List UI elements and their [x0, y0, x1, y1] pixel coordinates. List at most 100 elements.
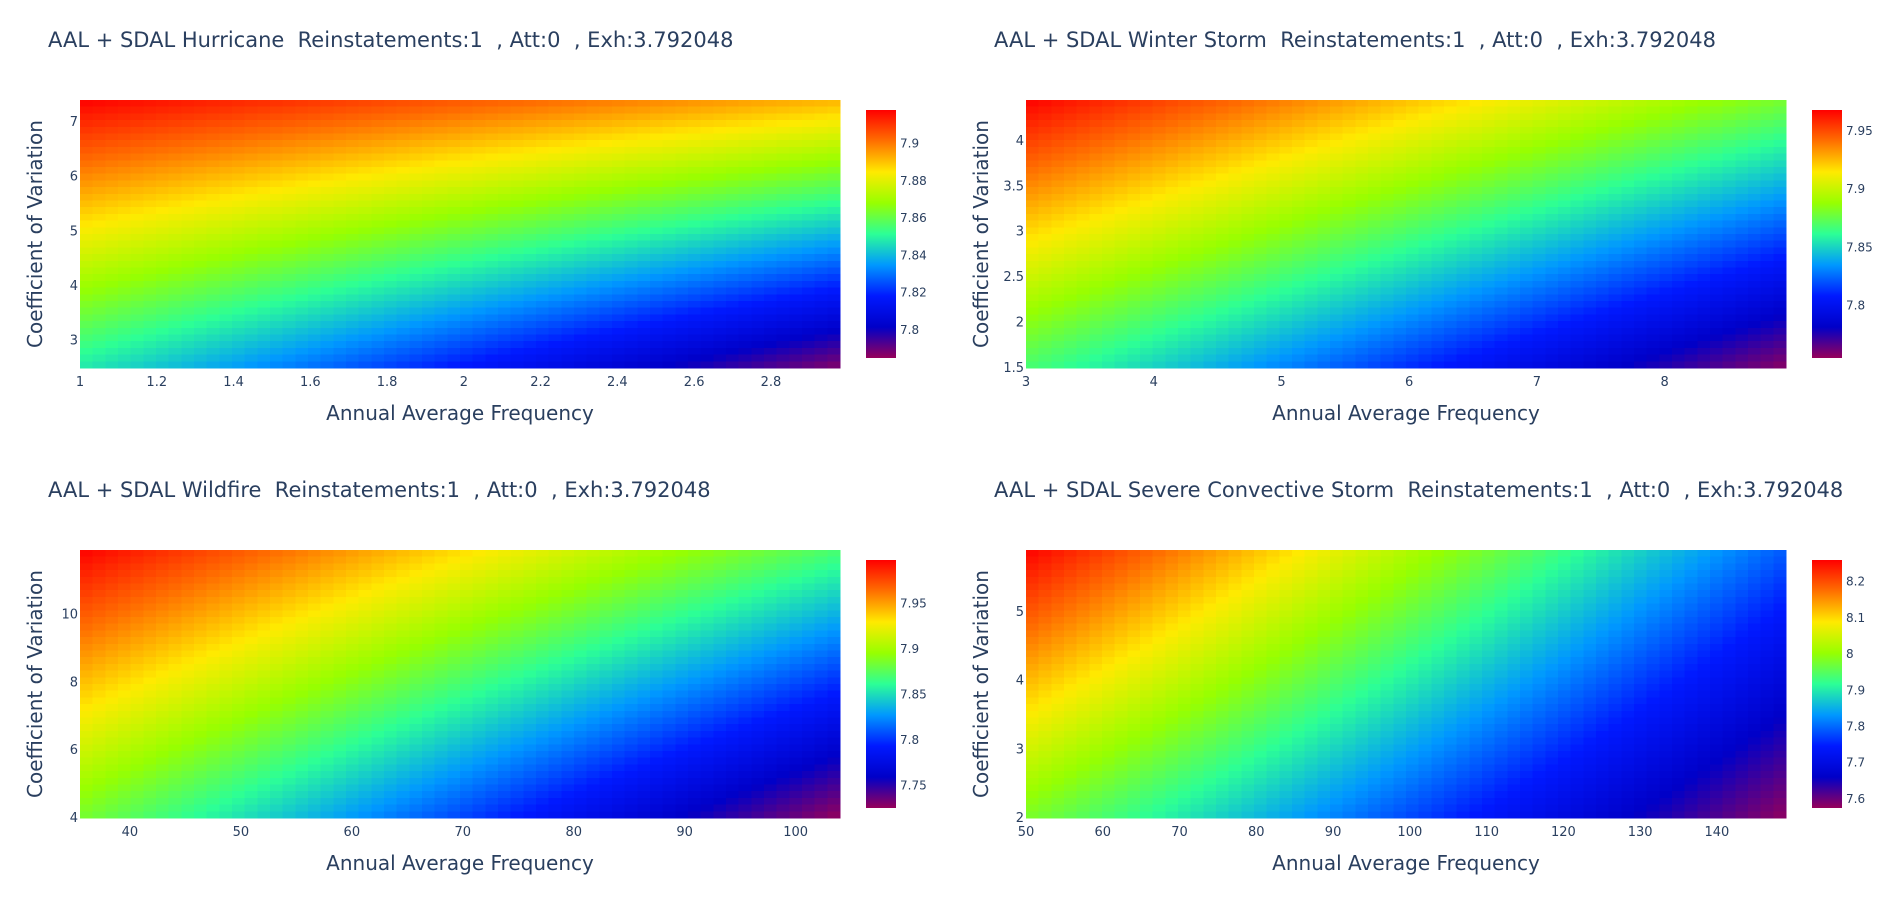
heatmap-cell	[1406, 173, 1420, 181]
heatmap-cell	[1570, 247, 1584, 255]
heatmap-cell	[1393, 140, 1407, 148]
heatmap-cell	[1355, 207, 1369, 215]
heatmap-cell	[1596, 180, 1610, 188]
heatmap-cell	[1190, 240, 1204, 248]
heatmap-cell	[422, 220, 436, 228]
heatmap-cell	[1178, 207, 1192, 215]
heatmap-cell	[282, 347, 296, 356]
heatmap-cell	[143, 260, 157, 269]
heatmap-cell	[257, 280, 271, 289]
heatmap-cell	[827, 301, 841, 309]
heatmap-cell	[1520, 220, 1534, 228]
heatmap-cell	[561, 361, 575, 369]
heatmap-cell	[1431, 234, 1445, 242]
heatmap-cell	[1038, 160, 1052, 168]
heatmap-cell	[1254, 334, 1268, 342]
heatmap-cell	[1672, 334, 1686, 342]
heatmap-cell	[320, 207, 334, 215]
heatmap-cell	[1431, 260, 1445, 269]
heatmap-cell	[422, 106, 436, 114]
heatmap-cell	[1254, 294, 1268, 302]
heatmap-cell	[1748, 234, 1762, 242]
heatmap-cell	[1064, 254, 1078, 262]
heatmap-cell	[612, 327, 626, 336]
heatmap-cell	[814, 280, 828, 289]
heatmap-cell	[1545, 160, 1559, 168]
heatmap-cell	[1051, 187, 1065, 195]
heatmap-cell	[1735, 247, 1749, 255]
heatmap-cell	[1697, 146, 1711, 155]
heatmap-cell	[295, 307, 309, 315]
heatmap-cell	[1545, 274, 1559, 282]
heatmap-cell	[384, 254, 398, 262]
heatmap-cell	[422, 167, 436, 175]
heatmap-cell	[130, 153, 144, 161]
heatmap-cell	[1418, 341, 1432, 349]
heatmap-cell	[422, 301, 436, 309]
heatmap-cell	[130, 240, 144, 248]
heatmap-cell	[713, 200, 727, 208]
heatmap-cell	[1216, 120, 1230, 128]
heatmap-cell	[1545, 193, 1559, 202]
heatmap-cell	[751, 301, 765, 309]
heatmap-cell	[1241, 187, 1255, 195]
heatmap-cell	[1152, 321, 1166, 329]
heatmap-cell	[713, 213, 727, 222]
heatmap-cell	[1266, 180, 1280, 188]
heatmap-cell	[333, 321, 347, 329]
heatmap-cell	[409, 180, 423, 188]
heatmap-cell	[662, 207, 676, 215]
heatmap-cell	[333, 227, 347, 235]
heatmap-cell	[472, 220, 486, 228]
heatmap-cell	[713, 314, 727, 322]
heatmap-cell	[523, 106, 537, 114]
heatmap-cell	[1152, 240, 1166, 248]
heatmap-cell	[460, 301, 474, 309]
heatmap-cell	[358, 294, 372, 302]
heatmap-cell	[1330, 173, 1344, 181]
heatmap-cell	[485, 556, 499, 564]
heatmap-cell	[624, 193, 638, 202]
heatmap-cell	[1114, 193, 1128, 202]
heatmap-cell	[561, 234, 575, 242]
heatmap-cell	[536, 280, 550, 289]
heatmap-cell	[384, 234, 398, 242]
heatmap-cell	[168, 307, 182, 315]
heatmap-cell	[1089, 287, 1103, 295]
heatmap-cell	[1570, 361, 1584, 369]
heatmap-cell	[1089, 106, 1103, 114]
heatmap-cell	[80, 254, 94, 262]
heatmap-cell	[1102, 327, 1116, 336]
heatmap-cell	[700, 307, 714, 315]
heatmap-cell	[814, 113, 828, 121]
heatmap-cell	[1228, 207, 1242, 215]
heatmap-cell	[1558, 334, 1572, 342]
heatmap-cell	[244, 133, 258, 141]
heatmap-cell	[498, 193, 512, 202]
heatmap-cell	[814, 173, 828, 181]
heatmap-cell	[1722, 187, 1736, 195]
heatmap-cell	[1152, 341, 1166, 349]
heatmap-cell	[232, 321, 246, 329]
heatmap-cell	[1659, 234, 1673, 242]
heatmap-cell	[1064, 361, 1078, 369]
heatmap-cell	[92, 126, 106, 135]
heatmap-cell	[561, 193, 575, 202]
heatmap-cell	[358, 307, 372, 315]
heatmap-cell	[814, 267, 828, 275]
heatmap-cell	[1406, 234, 1420, 242]
heatmap-cell	[1203, 301, 1217, 309]
heatmap-cell	[1748, 260, 1762, 269]
heatmap-cell	[1152, 334, 1166, 342]
heatmap-cell	[1596, 301, 1610, 309]
heatmap-cell	[548, 274, 562, 282]
heatmap-cell	[1760, 334, 1774, 342]
heatmap-cell	[1710, 193, 1724, 202]
heatmap-cell	[1520, 213, 1534, 222]
heatmap-cell	[1621, 220, 1635, 228]
heatmap-cell	[409, 173, 423, 181]
heatmap-cell	[105, 220, 119, 228]
heatmap-cell	[1659, 167, 1673, 175]
heatmap-cell	[80, 550, 94, 558]
heatmap-cell	[384, 160, 398, 168]
